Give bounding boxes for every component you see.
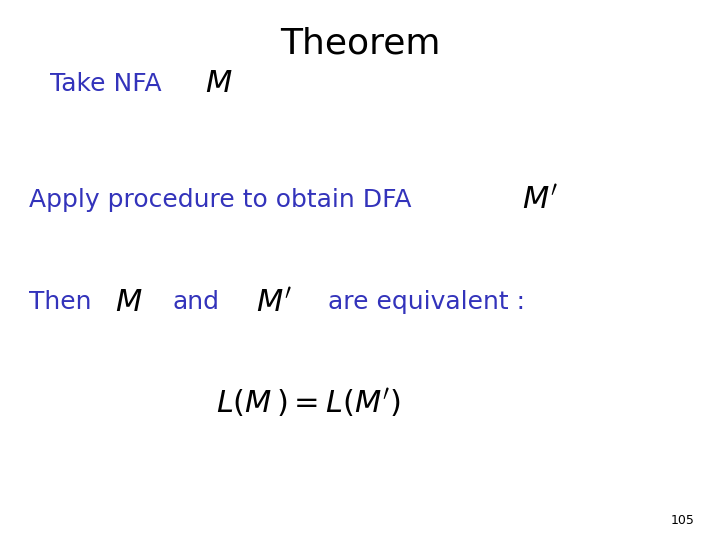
Text: $\it{M}'$: $\it{M}'$	[522, 185, 558, 214]
Text: $\it{M}$: $\it{M}$	[205, 69, 233, 98]
Text: Apply procedure to obtain DFA: Apply procedure to obtain DFA	[29, 188, 411, 212]
Text: Theorem: Theorem	[280, 27, 440, 61]
Text: $\it{M}'$: $\it{M}'$	[256, 288, 292, 317]
Text: are equivalent :: are equivalent :	[328, 291, 525, 314]
Text: 105: 105	[671, 514, 695, 526]
Text: $L(M\,) = L(M')$: $L(M\,) = L(M')$	[216, 386, 401, 419]
Text: and: and	[173, 291, 220, 314]
Text: Take NFA: Take NFA	[50, 72, 162, 96]
Text: $\it{M}$: $\it{M}$	[115, 288, 143, 317]
Text: Then: Then	[29, 291, 91, 314]
